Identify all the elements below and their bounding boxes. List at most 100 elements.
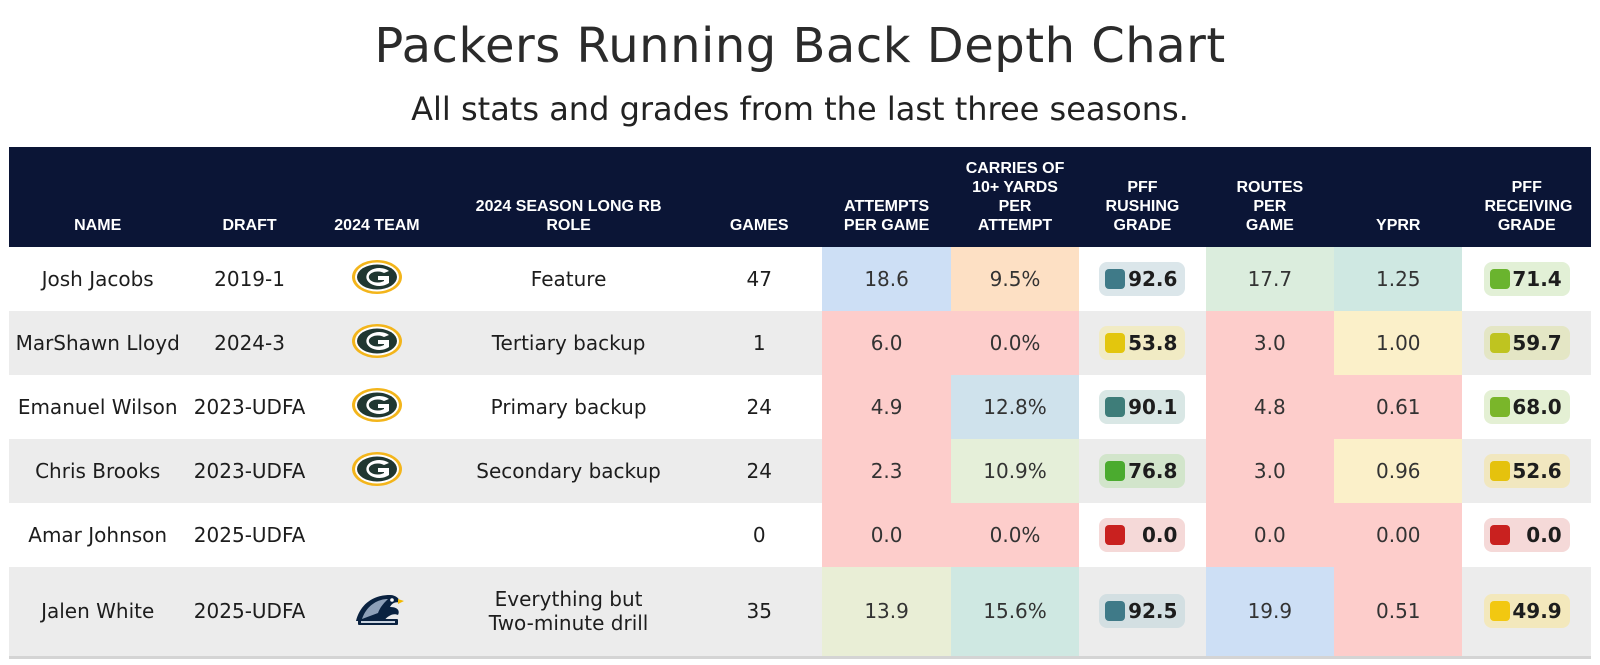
routes-cell: 3.0	[1205, 311, 1335, 375]
recv-grade-badge: 71.4	[1483, 262, 1570, 296]
col-header-attempts[interactable]: ATTEMPTS PER GAME	[822, 147, 951, 247]
grade-swatch	[1105, 601, 1126, 622]
yprr-cell: 1.25	[1334, 247, 1463, 311]
col-header-draft[interactable]: DRAFT	[186, 147, 313, 247]
table-row: Amar Johnson 2025-UDFA 0 0.0 0.0% 0.0 0.…	[9, 503, 1591, 567]
draft-cell: 2025-UDFA	[186, 567, 313, 659]
routes-cell: 3.0	[1205, 439, 1335, 503]
player-name: Josh Jacobs	[41, 267, 154, 291]
table-row: Chris Brooks 2023-UDFA Secondary backup …	[9, 439, 1591, 503]
table-row: MarShawn Lloyd 2024-3 Tertiary backup 1 …	[9, 311, 1591, 375]
recv-grade-cell: 52.6	[1462, 439, 1591, 503]
recv-grade-cell: 68.0	[1462, 375, 1591, 439]
routes-cell: 4.8	[1205, 375, 1335, 439]
col-header-recv-grade[interactable]: PFF RECEIVING GRADE	[1462, 147, 1591, 247]
recv-grade-cell: 71.4	[1462, 247, 1591, 311]
recv-grade-badge: 59.7	[1483, 326, 1570, 360]
recv-grade-value: 0.0	[1526, 523, 1562, 547]
grade-swatch	[1105, 461, 1126, 481]
games-cell: 0	[752, 523, 766, 547]
packers-logo-icon	[351, 387, 403, 423]
games-cell: 24	[696, 439, 823, 503]
rush-grade-cell: 0.0	[1079, 503, 1205, 567]
rush-grade-badge: 53.8	[1099, 326, 1186, 360]
attempts-cell: 18.6	[822, 247, 951, 311]
attempts-cell: 13.9	[822, 567, 951, 659]
recv-grade-value: 71.4	[1512, 267, 1562, 291]
col-header-rush-grade[interactable]: PFF RUSHING GRADE	[1079, 147, 1206, 247]
rush-grade-badge: 0.0	[1099, 518, 1186, 552]
carries-cell: 0.0%	[950, 311, 1080, 375]
team-cell	[312, 311, 442, 375]
packers-logo-icon	[351, 451, 403, 487]
team-cell	[313, 247, 441, 311]
table-row: Jalen White 2025-UDFA Everything but Two…	[9, 567, 1591, 659]
carries-cell: 15.6%	[950, 567, 1080, 659]
page-subtitle: All stats and grades from the last three…	[411, 90, 1189, 128]
rush-grade-value: 0.0	[1141, 523, 1178, 547]
routes-cell: 17.7	[1205, 247, 1335, 311]
depth-chart-table: NAME DRAFT 2024 TEAM 2024 SEASON LONG RB…	[9, 147, 1591, 659]
grade-swatch	[1489, 333, 1510, 353]
games-cell: 47	[746, 267, 772, 291]
grade-swatch	[1489, 461, 1510, 481]
georgia-southern-logo-icon	[350, 591, 404, 627]
carries-cell: 10.9%	[950, 439, 1080, 503]
grade-swatch	[1105, 269, 1126, 289]
yprr-cell: 0.51	[1334, 567, 1463, 659]
player-name: MarShawn Lloyd	[9, 311, 187, 375]
team-cell	[312, 567, 442, 659]
attempts-cell: 6.0	[822, 311, 951, 375]
team-cell	[312, 439, 442, 503]
attempts-cell: 0.0	[822, 503, 951, 567]
role-cell: Feature	[530, 267, 607, 291]
rush-grade-badge: 92.6	[1099, 262, 1186, 296]
grade-swatch	[1489, 397, 1510, 417]
rush-grade-cell: 92.5	[1079, 567, 1206, 659]
recv-grade-cell: 59.7	[1462, 311, 1591, 375]
table-row: Emanuel Wilson 2023-UDFA Primary backup …	[9, 375, 1591, 439]
grade-swatch	[1489, 525, 1510, 545]
rush-grade-value: 53.8	[1128, 331, 1178, 355]
recv-grade-badge: 68.0	[1483, 390, 1570, 424]
attempts-cell: 2.3	[822, 439, 951, 503]
col-header-routes[interactable]: ROUTES PER GAME	[1205, 147, 1335, 247]
games-cell: 1	[696, 311, 823, 375]
yprr-cell: 0.00	[1334, 503, 1463, 567]
recv-grade-value: 52.6	[1512, 459, 1562, 483]
rush-grade-cell: 53.8	[1079, 311, 1206, 375]
page-title: Packers Running Back Depth Chart	[374, 18, 1226, 74]
col-header-name[interactable]: NAME	[9, 147, 187, 247]
yprr-cell: 0.61	[1334, 375, 1463, 439]
recv-grade-cell: 0.0	[1462, 503, 1591, 567]
rush-grade-cell: 76.8	[1079, 439, 1206, 503]
role-cell	[441, 503, 696, 567]
grade-swatch	[1489, 269, 1510, 289]
grade-swatch	[1489, 601, 1510, 622]
draft-cell: 2025-UDFA	[193, 523, 306, 547]
col-header-yprr[interactable]: YPRR	[1334, 147, 1463, 247]
recv-grade-value: 49.9	[1512, 599, 1562, 624]
games-cell: 24	[746, 395, 772, 419]
col-header-carries[interactable]: CARRIES OF 10+ YARDS PER ATTEMPT	[950, 147, 1080, 247]
col-header-role[interactable]: 2024 SEASON LONG RB ROLE	[441, 147, 696, 247]
packers-logo-icon	[351, 323, 403, 359]
grade-swatch	[1105, 333, 1126, 353]
team-cell	[313, 375, 441, 439]
attempts-cell: 4.9	[822, 375, 951, 439]
col-header-team[interactable]: 2024 TEAM	[312, 147, 442, 247]
rush-grade-cell: 92.6	[1079, 247, 1205, 311]
rush-grade-value: 92.5	[1128, 599, 1178, 624]
table-row: Josh Jacobs 2019-1 Feature 47 18.6 9.5% …	[9, 247, 1591, 311]
draft-cell: 2023-UDFA	[193, 395, 306, 419]
rush-grade-cell: 90.1	[1079, 375, 1205, 439]
recv-grade-badge: 52.6	[1483, 454, 1570, 488]
col-header-games[interactable]: GAMES	[696, 147, 823, 247]
role-cell: Tertiary backup	[441, 311, 696, 375]
packers-logo-icon	[351, 259, 403, 295]
grade-swatch	[1105, 397, 1126, 417]
recv-grade-cell: 49.9	[1462, 567, 1591, 659]
team-cell	[313, 503, 441, 567]
draft-cell: 2019-1	[214, 267, 285, 291]
player-name: Emanuel Wilson	[17, 395, 178, 419]
